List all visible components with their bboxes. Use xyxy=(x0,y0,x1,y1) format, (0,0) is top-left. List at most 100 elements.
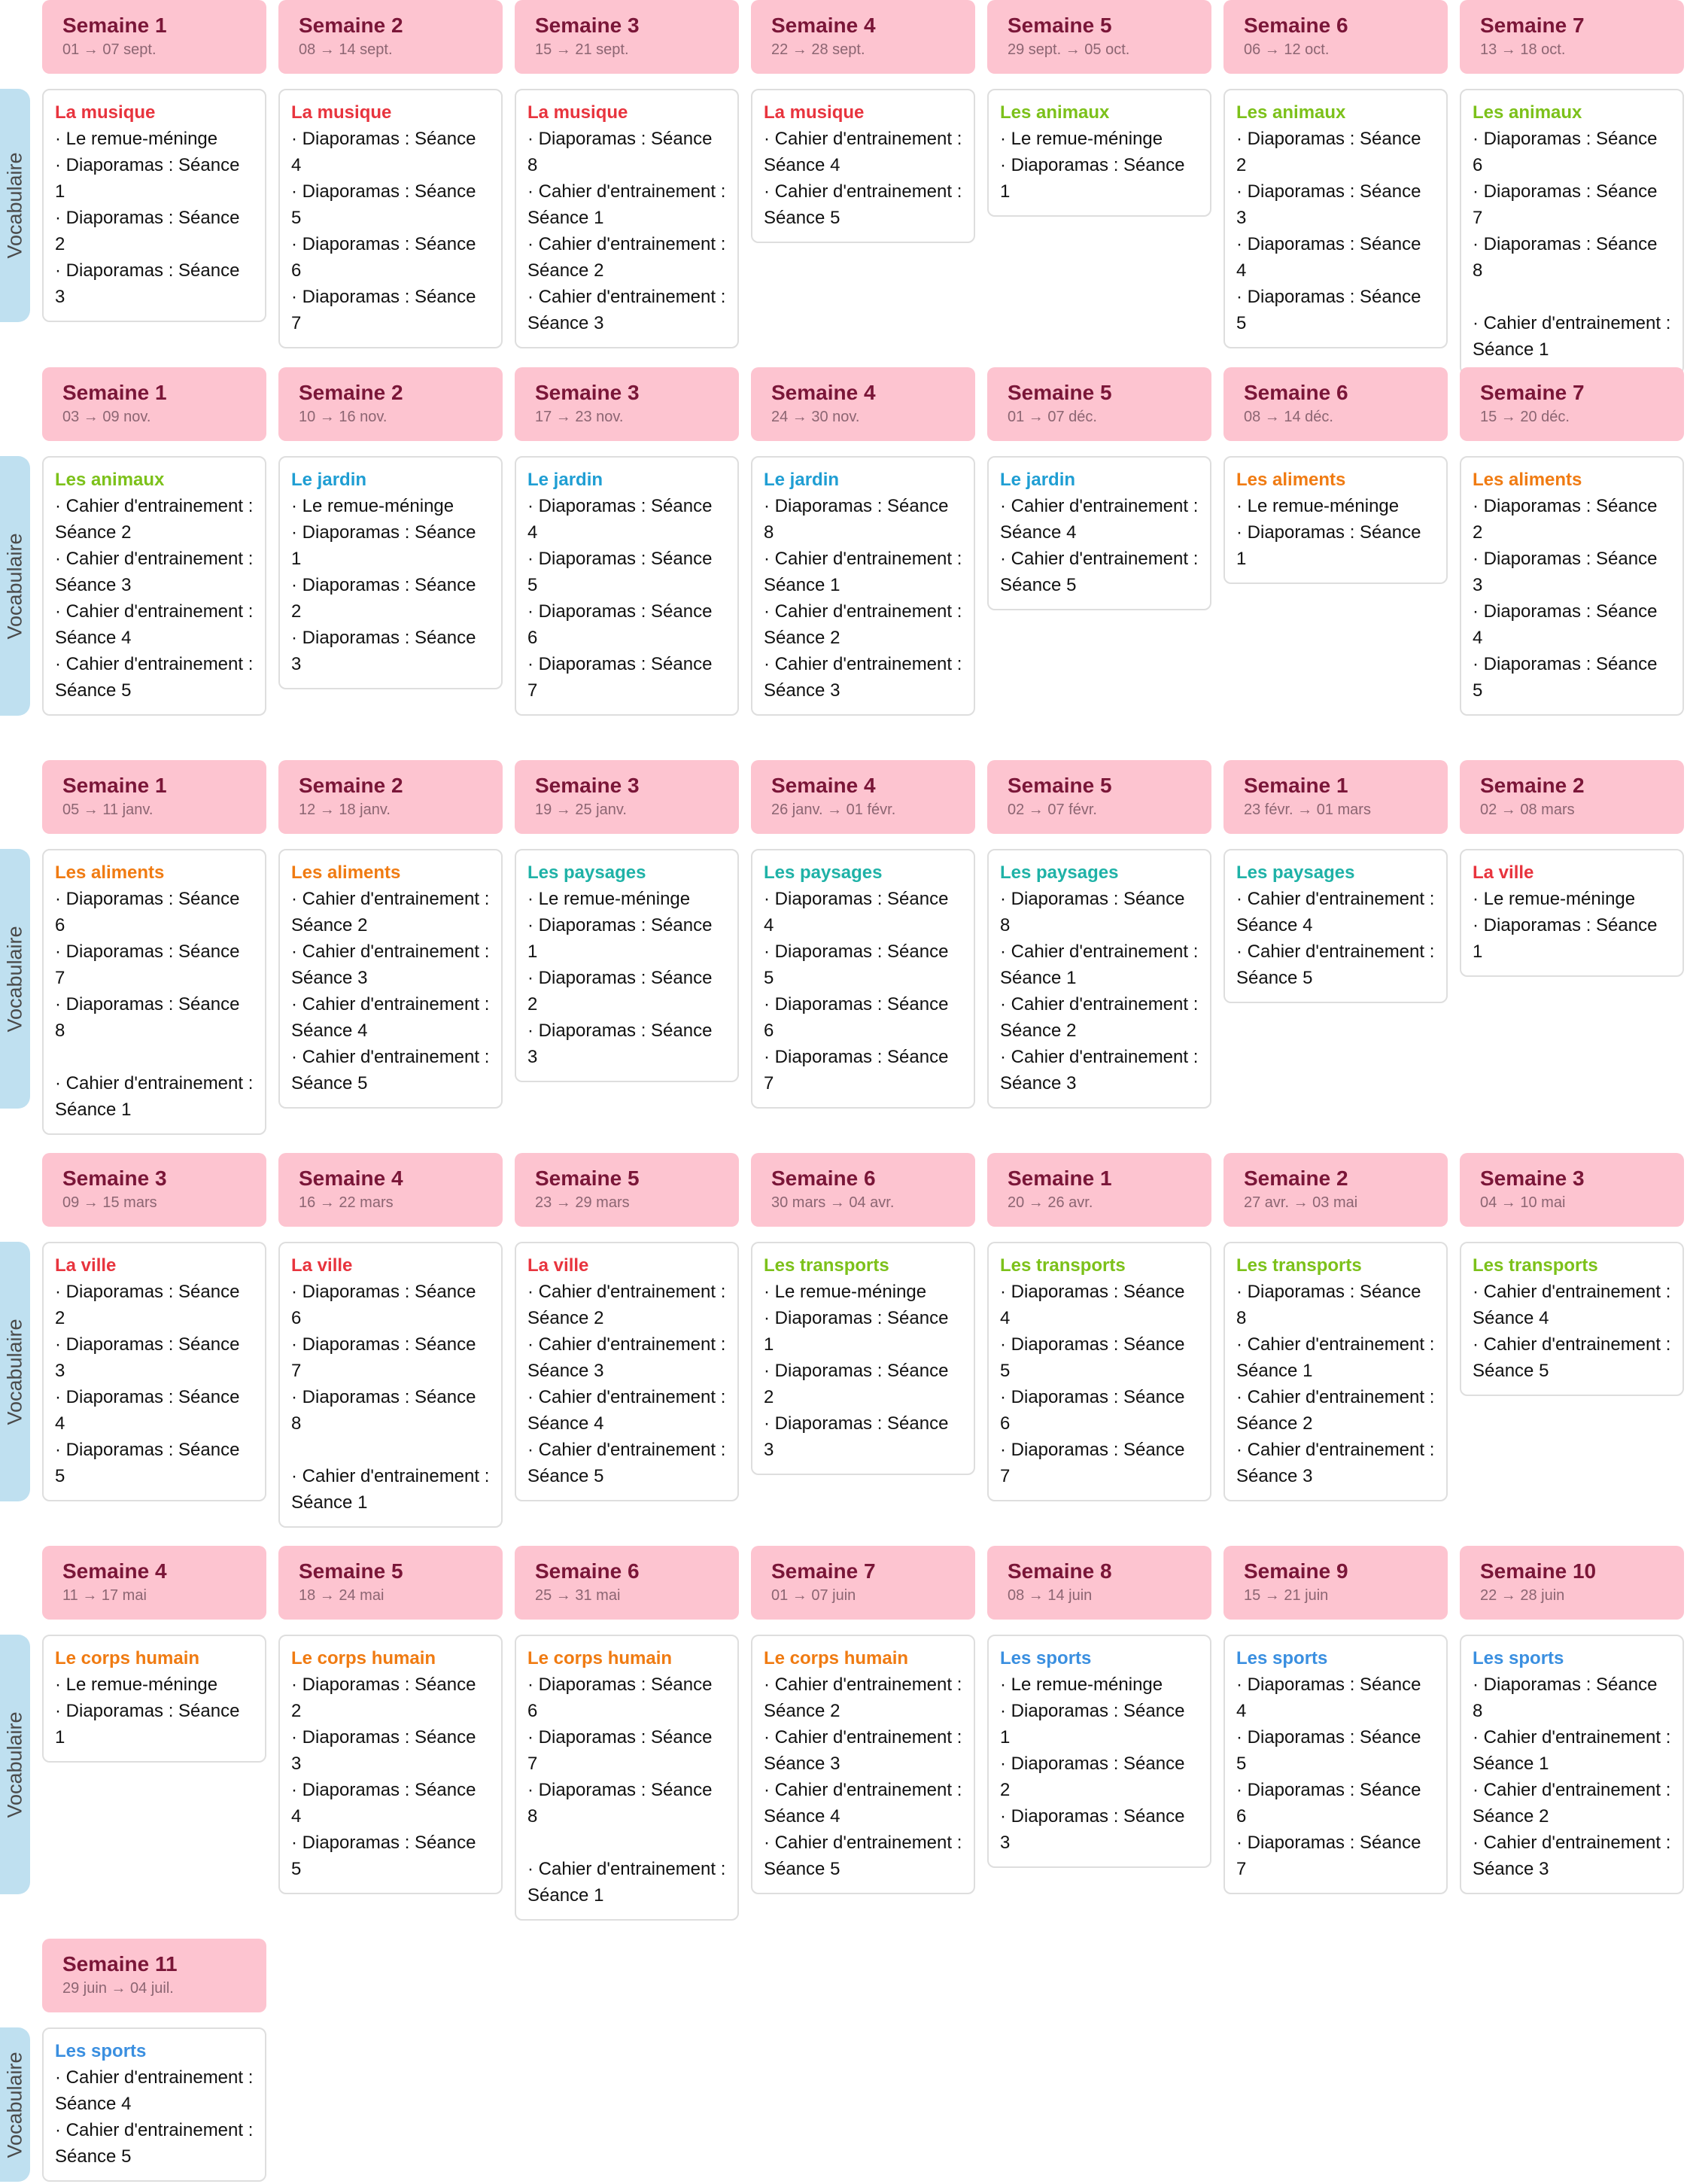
week-title: Semaine 5 xyxy=(1008,381,1112,404)
activity-line: · Diaporamas : Séance 1 xyxy=(764,1308,949,1355)
activity-line: · Diaporamas : Séance 2 xyxy=(1236,129,1421,175)
activity-line: · Diaporamas : Séance 7 xyxy=(527,1727,713,1774)
week-title: Semaine 5 xyxy=(1008,774,1112,797)
week-column: Semaine 5 01 → 07 déc. Le jardin · Cahier d… xyxy=(987,367,1211,610)
week-dates: 08 → 14 sept. xyxy=(299,41,393,58)
week-column: Semaine 2 02 → 08 mars La ville · Le remue-… xyxy=(1460,760,1684,977)
activity-line: Séance 2 xyxy=(1236,1413,1313,1434)
week-content-card: La ville · Diaporamas : Séance 6 · Diapora… xyxy=(278,1242,503,1528)
activity-line: · Cahier d'entrainement : xyxy=(55,1073,254,1094)
theme-title: La musique xyxy=(764,102,865,123)
activity-line: · Cahier d'entrainement : xyxy=(291,994,490,1014)
activity-line: · Cahier d'entrainement : xyxy=(764,1675,962,1695)
activity-line: · Le remue-méninge xyxy=(291,496,454,516)
activity-line: · Diaporamas : Séance 3 xyxy=(55,1334,240,1381)
activity-line: Séance 3 xyxy=(764,1754,840,1774)
week-header: Semaine 6 06 → 12 oct. xyxy=(1223,0,1448,74)
week-content-card: La musique · Le remue-méninge · Diaporamas… xyxy=(42,89,266,322)
week-dates: 02 → 08 mars xyxy=(1480,802,1575,818)
week-title: Semaine 7 xyxy=(771,1559,876,1583)
week-title: Semaine 3 xyxy=(535,381,640,404)
theme-title: Les transports xyxy=(1236,1255,1362,1276)
vocabulaire-label-text: Vocabulaire xyxy=(3,532,26,640)
week-title: Semaine 4 xyxy=(62,1559,167,1583)
activity-line: · Cahier d'entrainement : xyxy=(1473,1334,1671,1355)
week-title: Semaine 6 xyxy=(535,1559,640,1583)
activity-line: · Le remue-méninge xyxy=(764,1282,927,1302)
week-column: Semaine 2 08 → 14 sept. La musique · Diapor… xyxy=(278,0,503,348)
vocabulaire-side-label: Vocabulaire xyxy=(0,89,30,322)
activity-line xyxy=(55,1044,254,1070)
activity-line: · Cahier d'entrainement : xyxy=(764,549,962,569)
activity-line: · Cahier d'entrainement : xyxy=(1000,941,1199,962)
week-header: Semaine 11 29 juin → 04 juil. xyxy=(42,1939,266,2012)
vocabulaire-side-label: Vocabulaire xyxy=(0,2027,30,2182)
activity-line: Séance 3 xyxy=(291,968,368,988)
week-header: Semaine 3 04 → 10 mai xyxy=(1460,1153,1684,1227)
week-header: Semaine 1 01 → 07 sept. xyxy=(42,0,266,74)
week-content-card: La ville · Le remue-méninge · Diaporamas :… xyxy=(1460,849,1684,977)
theme-title: Le jardin xyxy=(291,470,367,490)
activity-line: · Diaporamas : Séance 4 xyxy=(55,1387,240,1434)
activity-line: · Cahier d'entrainement : xyxy=(55,601,254,622)
activity-line: · Cahier d'entrainement : xyxy=(764,1833,962,1853)
week-column: Semaine 4 16 → 22 mars La ville · Diaporama… xyxy=(278,1153,503,1528)
vocabulaire-label-text: Vocabulaire xyxy=(3,152,26,259)
activity-line: · Le remue-méninge xyxy=(527,889,691,909)
activity-line: · Diaporamas : Séance 8 xyxy=(1473,1675,1658,1721)
week-content-card: Les transports · Diaporamas : Séance 8 · C… xyxy=(1223,1242,1448,1501)
week-column: Semaine 5 18 → 24 mai Le corps humain · Dia… xyxy=(278,1546,503,1894)
activity-line: · Cahier d'entrainement : xyxy=(1236,1440,1435,1460)
activity-line: Séance 5 xyxy=(55,2146,132,2167)
activity-line: Séance 2 xyxy=(764,628,840,648)
activity-line: · Diaporamas : Séance 8 xyxy=(55,994,240,1041)
activity-line: Séance 1 xyxy=(291,1492,368,1513)
activity-line: · Cahier d'entrainement : xyxy=(1473,1282,1671,1302)
week-column: Semaine 5 02 → 07 févr. Les paysages · Diap… xyxy=(987,760,1211,1109)
week-content-card: Les animaux · Le remue-méninge · Diaporama… xyxy=(987,89,1211,217)
theme-title: Le jardin xyxy=(527,470,603,490)
activity-line: · Cahier d'entrainement : xyxy=(764,129,962,149)
theme-title: Les sports xyxy=(1473,1648,1564,1668)
activity-line: Séance 1 xyxy=(527,208,604,228)
activity-line: Séance 4 xyxy=(764,155,840,175)
activity-line: · Cahier d'entrainement : xyxy=(764,1727,962,1748)
activity-line: Séance 2 xyxy=(764,1701,840,1721)
activity-line: · Cahier d'entrainement : xyxy=(527,234,726,254)
activity-line: · Cahier d'entrainement : xyxy=(291,889,490,909)
activity-line: · Diaporamas : Séance 5 xyxy=(1236,287,1421,333)
activity-line: · Cahier d'entrainement : xyxy=(764,601,962,622)
week-column: Semaine 9 15 → 21 juin Les sports · Diapora… xyxy=(1223,1546,1448,1894)
week-column: Semaine 1 05 → 11 janv. Les aliments · Diap… xyxy=(42,760,266,1135)
activity-line: · Diaporamas : Séance 3 xyxy=(764,1413,949,1460)
activity-line: Séance 5 xyxy=(55,680,132,701)
week-column: Semaine 3 19 → 25 janv. Les paysages · Le r… xyxy=(515,760,739,1082)
week-header: Semaine 2 12 → 18 janv. xyxy=(278,760,503,834)
activity-line: · Cahier d'entrainement : xyxy=(764,1780,962,1800)
week-header: Semaine 7 15 → 20 déc. xyxy=(1460,367,1684,441)
theme-title: Les sports xyxy=(1236,1648,1328,1668)
week-content-card: Les transports · Cahier d'entrainement : S… xyxy=(1460,1242,1684,1396)
vocabulaire-label-text: Vocabulaire xyxy=(3,2051,26,2158)
activity-line: · Le remue-méninge xyxy=(1000,129,1163,149)
week-title: Semaine 1 xyxy=(62,14,167,37)
week-header: Semaine 2 27 avr. → 03 mai xyxy=(1223,1153,1448,1227)
week-title: Semaine 7 xyxy=(1480,381,1585,404)
week-dates: 05 → 11 janv. xyxy=(62,802,154,818)
theme-title: Le corps humain xyxy=(527,1648,673,1668)
week-title: Semaine 2 xyxy=(299,774,403,797)
activity-line: Séance 5 xyxy=(764,208,840,228)
theme-title: Les sports xyxy=(1000,1648,1092,1668)
activity-line xyxy=(291,1437,491,1463)
week-column: Semaine 4 22 → 28 sept. La musique · Cahier… xyxy=(751,0,975,243)
week-dates: 22 → 28 sept. xyxy=(771,41,865,58)
week-header: Semaine 1 03 → 09 nov. xyxy=(42,367,266,441)
activity-line: · Diaporamas : Séance 3 xyxy=(291,1727,476,1774)
activity-line: · Diaporamas : Séance 7 xyxy=(1000,1440,1185,1486)
activity-line: · Diaporamas : Séance 3 xyxy=(291,628,476,674)
week-dates: 16 → 22 mars xyxy=(299,1194,394,1211)
week-content-card: La ville · Cahier d'entrainement : Séance … xyxy=(515,1242,739,1501)
week-header: Semaine 3 19 → 25 janv. xyxy=(515,760,739,834)
week-dates: 18 → 24 mai xyxy=(299,1587,385,1604)
week-column: Semaine 5 23 → 29 mars La ville · Cahier d'… xyxy=(515,1153,739,1501)
